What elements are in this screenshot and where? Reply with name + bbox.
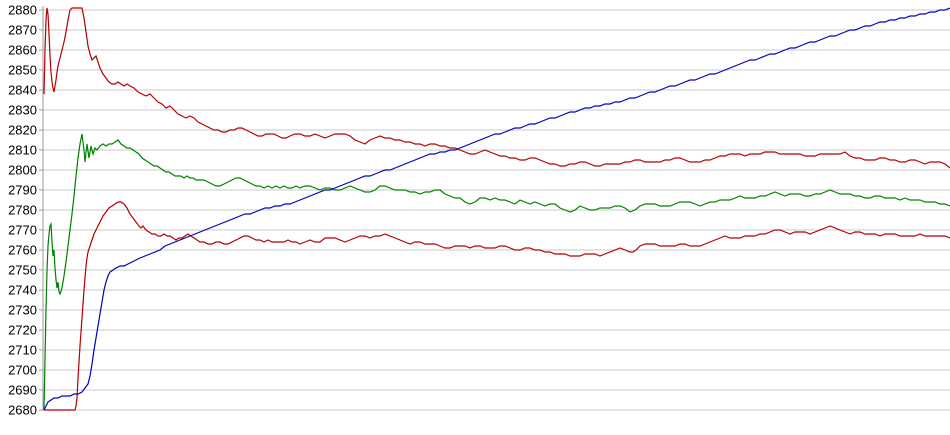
y-axis-tick-label: 2680 — [8, 403, 37, 418]
y-axis-tick-label: 2720 — [8, 323, 37, 338]
y-axis-tick-label: 2850 — [8, 63, 37, 78]
y-axis-tick-label: 2800 — [8, 163, 37, 178]
y-axis-tick-label: 2830 — [8, 103, 37, 118]
gridlines — [43, 9, 950, 411]
y-axis-tick-label: 2700 — [8, 363, 37, 378]
y-axis-tick-label: 2760 — [8, 243, 37, 258]
series-line-green — [43, 133, 950, 411]
y-axis-tick-label: 2710 — [8, 343, 37, 358]
y-axis-tick-label: 2880 — [8, 3, 37, 18]
y-axis-tick-label: 2870 — [8, 23, 37, 38]
y-axis-tick-label: 2820 — [8, 123, 37, 138]
y-axis-tick-label: 2780 — [8, 203, 37, 218]
y-axis — [39, 6, 44, 411]
series-line-blue — [43, 7, 950, 411]
y-axis-tick-labels: 2880 2870 2860 2850 2840 2830 2820 2810 2800 2790… — [8, 3, 37, 418]
y-axis-tick-label: 2840 — [8, 83, 37, 98]
y-axis-tick-label: 2730 — [8, 303, 37, 318]
y-axis-tick-label: 2740 — [8, 283, 37, 298]
y-axis-tick-label: 2810 — [8, 143, 37, 158]
y-axis-tick-label: 2750 — [8, 263, 37, 278]
series-line-red-lower — [44, 201, 950, 411]
series-lines — [43, 7, 950, 411]
y-axis-tick-label: 2790 — [8, 183, 37, 198]
y-axis-tick-label: 2770 — [8, 223, 37, 238]
y-axis-tick-label: 2860 — [8, 43, 37, 58]
series-line-red-upper — [43, 7, 950, 169]
y-axis-tick-label: 2690 — [8, 383, 37, 398]
